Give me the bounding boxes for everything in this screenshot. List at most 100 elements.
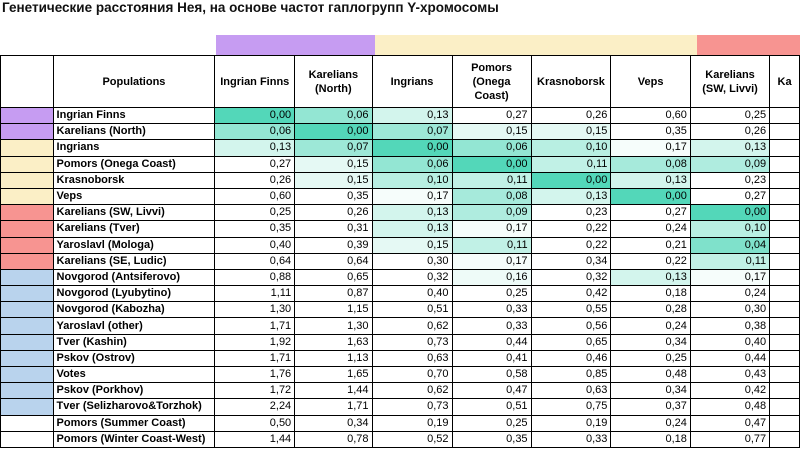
distance-cell: 0,11 bbox=[689, 252, 771, 270]
distance-cell: 0,28 bbox=[610, 301, 691, 319]
population-name: Karelians (SW, Livvi) bbox=[52, 204, 216, 222]
distance-cell: 0,31 bbox=[294, 220, 373, 238]
distance-cell: 0,33 bbox=[530, 430, 612, 448]
distance-cell: 0,33 bbox=[451, 301, 532, 319]
distance-cell: 0,26 bbox=[294, 204, 373, 222]
population-name: Krasnoborsk bbox=[52, 171, 216, 189]
distance-cell: 0,13 bbox=[371, 220, 453, 238]
table-row: Ingrians 0,13 0,07 0,00 0,06 0,10 0,17 0,13 bbox=[0, 139, 800, 157]
column-header: Karelians (North) bbox=[294, 55, 373, 108]
distance-cell: 0,35 bbox=[610, 123, 691, 141]
population-name: Novgorod (Kabozha) bbox=[52, 301, 216, 319]
table-row: Yaroslavl (Mologa) 0,40 0,39 0,15 0,11 0,22 0,… bbox=[0, 236, 800, 254]
truncated-cell bbox=[769, 236, 800, 254]
table-row: Novgorod (Lyubytino) 1,11 0,87 0,40 0,25 0,42… bbox=[0, 285, 800, 303]
distance-cell: 0,25 bbox=[451, 414, 532, 432]
group-color-cell bbox=[0, 430, 54, 448]
group-color-cell bbox=[0, 398, 54, 416]
distance-cell: 1,30 bbox=[294, 317, 373, 335]
table-row: Karelians (SE, Ludic) 0,64 0,64 0,30 0,17 0,3… bbox=[0, 252, 800, 270]
table-row: Tver (Selizharovo&Torzhok) 2,24 1,71 0,73 0,… bbox=[0, 398, 800, 416]
distance-cell: 0,51 bbox=[371, 301, 453, 319]
distance-cell: 0,40 bbox=[214, 236, 296, 254]
distance-cell: 1,15 bbox=[294, 301, 373, 319]
distance-cell: 0,73 bbox=[371, 398, 453, 416]
distance-cell: 0,30 bbox=[689, 301, 771, 319]
truncated-cell bbox=[769, 268, 800, 287]
group-color-cell bbox=[0, 236, 54, 254]
group-color-cell bbox=[0, 187, 54, 206]
distance-cell: 0,41 bbox=[451, 349, 532, 368]
distance-cell: 0,18 bbox=[610, 285, 691, 303]
distance-cell: 0,24 bbox=[610, 220, 691, 238]
distance-cell: 0,56 bbox=[530, 317, 612, 335]
group-color-cell bbox=[0, 106, 54, 125]
distance-cell: 0,13 bbox=[214, 139, 296, 157]
distance-cell: 0,13 bbox=[530, 187, 612, 206]
distance-cell: 0,63 bbox=[530, 382, 612, 400]
group-color-cell bbox=[0, 317, 54, 335]
distance-cell: 0,40 bbox=[689, 333, 771, 351]
distance-cell: 1,44 bbox=[294, 382, 373, 400]
distance-cell: 0,88 bbox=[214, 268, 296, 287]
page-title: Генетические расстояния Нея, на основе ч… bbox=[2, 0, 499, 15]
distance-cell: 0,22 bbox=[610, 252, 691, 270]
truncated-cell bbox=[769, 187, 800, 206]
distance-cell: 0,65 bbox=[294, 268, 373, 287]
distance-cell: 0,00 bbox=[530, 171, 612, 189]
distance-cell: 1,30 bbox=[214, 301, 296, 319]
table-row: Tver (Kashin) 1,92 1,63 0,73 0,44 0,65 0,34 0,4… bbox=[0, 333, 800, 351]
distance-cell: 0,44 bbox=[451, 333, 532, 351]
distance-cell: 0,07 bbox=[294, 139, 373, 157]
distance-cell: 0,38 bbox=[689, 317, 771, 335]
distance-cell: 1,63 bbox=[294, 333, 373, 351]
distance-cell: 0,70 bbox=[371, 365, 453, 384]
distance-cell: 0,26 bbox=[214, 171, 296, 189]
distance-cell: 0,21 bbox=[610, 236, 691, 254]
population-name: Karelians (SE, Ludic) bbox=[52, 252, 216, 270]
distance-cell: 0,60 bbox=[214, 187, 296, 206]
table-row: Veps 0,60 0,35 0,17 0,08 0,13 0,00 0,27 bbox=[0, 187, 800, 206]
distance-cell: 0,34 bbox=[610, 333, 691, 351]
distance-cell: 0,50 bbox=[214, 414, 296, 432]
truncated-cell bbox=[769, 301, 800, 319]
matrix-body: Ingrian Finns 0,00 0,06 0,13 0,27 0,26 0,60 0,2… bbox=[0, 106, 800, 448]
distance-cell: 0,51 bbox=[451, 398, 532, 416]
distance-cell: 0,47 bbox=[689, 414, 771, 432]
distance-cell: 0,13 bbox=[689, 139, 771, 157]
population-name: Votes bbox=[52, 365, 216, 384]
column-group-band bbox=[375, 35, 697, 55]
group-color-cell bbox=[0, 349, 54, 368]
distance-cell: 0,34 bbox=[294, 414, 373, 432]
distance-cell: 0,32 bbox=[371, 268, 453, 287]
population-name: Karelians (North) bbox=[52, 123, 216, 141]
distance-cell: 0,43 bbox=[689, 365, 771, 384]
distance-cell: 0,40 bbox=[371, 285, 453, 303]
distance-cell: 0,77 bbox=[689, 430, 771, 448]
distance-cell: 0,55 bbox=[530, 301, 612, 319]
distance-cell: 0,64 bbox=[214, 252, 296, 270]
distance-matrix: Populations Ingrian Finns Karelians (Nor… bbox=[0, 55, 800, 448]
column-group-band bbox=[216, 35, 375, 55]
distance-cell: 0,04 bbox=[689, 236, 771, 254]
group-color-cell bbox=[0, 123, 54, 141]
population-name: Novgorod (Antsiferovo) bbox=[52, 268, 216, 287]
truncated-cell bbox=[769, 252, 800, 270]
distance-cell: 0,17 bbox=[451, 220, 532, 238]
distance-cell: 0,15 bbox=[371, 236, 453, 254]
table-row: Karelians (North) 0,06 0,00 0,07 0,15 0,15 0,3… bbox=[0, 123, 800, 141]
distance-cell: 0,13 bbox=[371, 106, 453, 125]
distance-cell: 0,47 bbox=[451, 382, 532, 400]
distance-cell: 0,58 bbox=[451, 365, 532, 384]
distance-cell: 0,23 bbox=[530, 204, 612, 222]
distance-cell: 0,46 bbox=[530, 349, 612, 368]
distance-cell: 0,22 bbox=[530, 220, 612, 238]
population-name: Ingrians bbox=[52, 139, 216, 157]
table-row: Yaroslavl (other) 1,71 1,30 0,62 0,33 0,56 0,2… bbox=[0, 317, 800, 335]
group-header-cell bbox=[0, 55, 54, 108]
column-header: Veps bbox=[610, 55, 691, 108]
distance-cell: 0,65 bbox=[530, 333, 612, 351]
distance-cell: 0,33 bbox=[451, 317, 532, 335]
distance-cell: 0,30 bbox=[371, 252, 453, 270]
population-name: Pskov (Porkhov) bbox=[52, 382, 216, 400]
